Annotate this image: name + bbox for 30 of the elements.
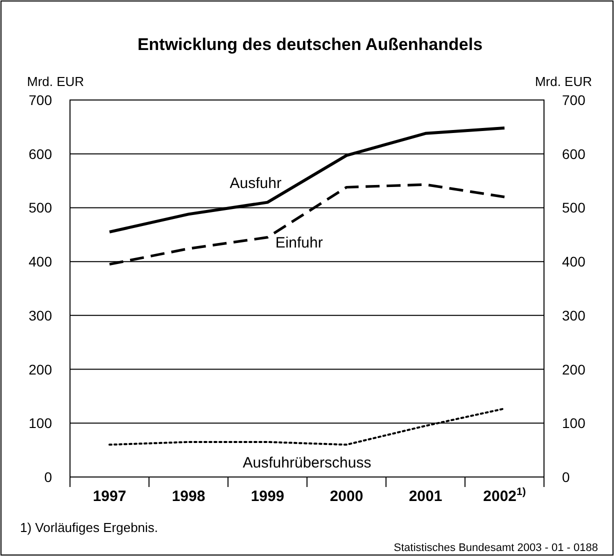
series-label: Einfuhr bbox=[275, 234, 323, 252]
series-label: Ausfuhrüberschuss bbox=[242, 454, 372, 472]
y2-tick-label: 200 bbox=[562, 361, 586, 378]
y2-tick-label: 500 bbox=[562, 200, 586, 216]
y-tick-label: 500 bbox=[28, 200, 52, 216]
y-tick-label: 200 bbox=[28, 361, 52, 378]
y-tick-label: 0 bbox=[44, 469, 52, 485]
y2-tick-label: 300 bbox=[562, 307, 586, 324]
x-tick-label: 2000 bbox=[330, 488, 364, 505]
y2-tick-label: 600 bbox=[562, 146, 586, 162]
chart-title: Entwicklung des deutschen Außenhandels bbox=[137, 35, 483, 54]
x-tick-label: 2002$^{1)}$ bbox=[483, 486, 526, 505]
y-tick-label: 600 bbox=[28, 146, 52, 162]
text: Statistisches Bundesamt 2003 - 01 - 0188 bbox=[394, 542, 598, 554]
x-tick-label: 1999 bbox=[250, 488, 284, 505]
y-axis-title: Mrd. EUR bbox=[27, 74, 84, 89]
y2-tick-label: 100 bbox=[562, 415, 586, 432]
y2-tick-label: 0 bbox=[562, 469, 570, 485]
series-label: Ausfuhr bbox=[230, 175, 282, 192]
y-tick-label: 700 bbox=[28, 92, 52, 108]
x-tick-label: 1998 bbox=[172, 488, 206, 505]
y-tick-label: 300 bbox=[28, 307, 52, 324]
y2-tick-label: 400 bbox=[562, 254, 586, 270]
x-tick-label: 1997 bbox=[92, 488, 126, 505]
y2-tick-label: 700 bbox=[562, 92, 586, 108]
y2-axis-title: Mrd. EUR bbox=[534, 74, 592, 89]
y-tick-label: 400 bbox=[28, 254, 52, 270]
text: 1) Vorläufiges Ergebnis. bbox=[20, 520, 158, 535]
x-tick-label: 2001 bbox=[408, 488, 442, 505]
y-tick-label: 100 bbox=[28, 415, 52, 432]
